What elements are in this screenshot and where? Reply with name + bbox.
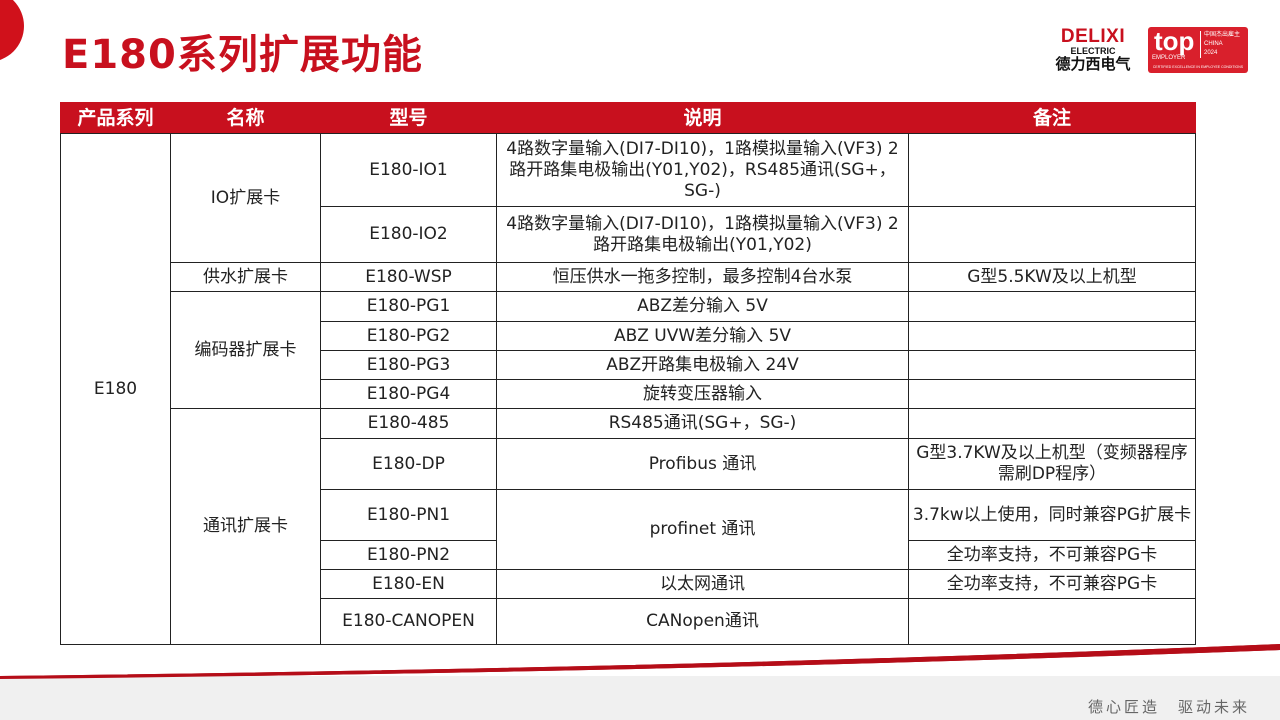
delixi-logo: DELIXI ELECTRIC 德力西电气 <box>1048 26 1138 73</box>
footer-band <box>0 676 1280 720</box>
top-employer-badge: top EMPLOYER 中国杰出雇主 CHINA 2024 CERTIFIED E… <box>1148 27 1248 73</box>
note-cell <box>908 291 1196 322</box>
table-row: 供水扩展卡 E180-WSP 恒压供水一拖多控制，最多控制4台水泵 G型5.5KW及以… <box>61 262 1196 292</box>
header-model: 型号 <box>320 102 497 134</box>
description-cell: 以太网通讯 <box>496 569 909 599</box>
header-series: 产品系列 <box>60 102 171 134</box>
page-title: E180系列扩展功能 <box>62 32 423 78</box>
note-cell <box>908 133 1196 207</box>
model-cell: E180-EN <box>320 569 497 599</box>
description-cell: RS485通讯(SG+，SG-) <box>496 408 909 439</box>
table-row: E180-EN 以太网通讯 全功率支持，不可兼容PG卡 <box>61 569 1196 599</box>
badge-region-cn: 中国杰出雇主 <box>1204 32 1241 38</box>
series-cell: E180 <box>60 133 171 645</box>
table-row: 编码器扩展卡 E180-PG1 ABZ差分输入 5V <box>61 291 1196 409</box>
model-cell: E180-PG2 <box>320 321 497 351</box>
note-cell <box>908 408 1196 439</box>
description-cell: Profibus 通讯 <box>496 438 909 490</box>
table-row: E180-PN1 profinet 通讯 3.7kw以上使用，同时兼容PG扩展卡 <box>61 489 1196 570</box>
table-row: E180-IO2 4路数字量输入(DI7-DI10)，1路模拟量输入(VF3) 2… <box>61 206 1196 263</box>
table-row: E180-CANOPEN CANopen通讯 <box>61 598 1196 645</box>
note-cell: 全功率支持，不可兼容PG卡 <box>908 569 1196 599</box>
table-row: E180-DP Profibus 通讯 G型3.7KW及以上机型（变频器程序需刷DP… <box>61 438 1196 490</box>
description-cell: ABZ UVW差分输入 5V <box>496 321 909 351</box>
header-note: 备注 <box>908 102 1196 134</box>
model-cell: E180-PG1 <box>320 291 497 322</box>
header-description: 说明 <box>496 102 909 134</box>
note-cell <box>908 350 1196 380</box>
badge-certified: CERTIFIED EXCELLENCE IN EMPLOYEE CONDITI… <box>1152 65 1244 69</box>
description-cell: profinet 通讯 <box>496 489 909 570</box>
badge-year: 2024 <box>1204 50 1218 56</box>
badge-top: top <box>1154 26 1195 56</box>
note-cell <box>908 206 1196 263</box>
name-cell: 编码器扩展卡 <box>170 291 321 409</box>
description-cell: ABZ差分输入 5V <box>496 291 909 322</box>
logo-sub: ELECTRIC <box>1070 46 1116 56</box>
footer-swoosh-line <box>0 644 1280 679</box>
note-cell <box>908 598 1196 645</box>
description-cell: 4路数字量输入(DI7-DI10)，1路模拟量输入(VF3) 2路开路集电极输出… <box>496 206 909 263</box>
note-cell: G型5.5KW及以上机型 <box>908 262 1196 292</box>
badge-region-en: CHINA <box>1204 41 1223 47</box>
name-cell: 供水扩展卡 <box>170 262 321 292</box>
table-row: E180 IO扩展卡 E180-IO1 4路数字量输入(DI7-DI10)，1路模拟量… <box>60 133 1196 645</box>
description-cell: 恒压供水一拖多控制，最多控制4台水泵 <box>496 262 909 292</box>
model-cell: E180-PG4 <box>320 379 497 409</box>
model-cell: E180-CANOPEN <box>320 598 497 645</box>
table-row: E180-PG4 旋转变压器输入 <box>61 379 1196 409</box>
table-row: 通讯扩展卡 E180-485 RS485通讯(SG+，SG-) <box>61 408 1196 645</box>
description-cell: ABZ开路集电极输入 24V <box>496 350 909 380</box>
logo-cn: 德力西电气 <box>1055 55 1131 73</box>
note-cell <box>908 321 1196 351</box>
description-cell: CANopen通讯 <box>496 598 909 645</box>
footer-slogan: 德心匠造 驱动未来 <box>1087 698 1250 716</box>
note-cell: G型3.7KW及以上机型（变频器程序需刷DP程序） <box>908 438 1196 490</box>
model-cell: E180-PN1 <box>320 489 497 541</box>
badge-region: 中国杰出雇主 CHINA 2024 <box>1200 31 1240 58</box>
header-name: 名称 <box>170 102 321 134</box>
table-row: E180-PG2 ABZ UVW差分输入 5V <box>61 321 1196 351</box>
corner-decoration <box>0 0 24 62</box>
model-cell: E180-IO2 <box>320 206 497 263</box>
model-cell: E180-IO1 <box>320 133 497 207</box>
note-cell: 全功率支持，不可兼容PG卡 <box>908 540 1196 570</box>
model-cell: E180-PG3 <box>320 350 497 380</box>
model-cell: E180-485 <box>320 408 497 439</box>
note-cell <box>908 379 1196 409</box>
description-cell: 4路数字量输入(DI7-DI10)，1路模拟量输入(VF3) 2路开路集电极输出… <box>496 133 909 207</box>
table-row: E180-PG3 ABZ开路集电极输入 24V <box>61 350 1196 380</box>
logo-brand: DELIXI <box>1060 26 1126 47</box>
name-cell: IO扩展卡 <box>170 133 321 263</box>
model-cell: E180-WSP <box>320 262 497 292</box>
name-cell: 通讯扩展卡 <box>170 408 321 645</box>
model-cell: E180-DP <box>320 438 497 490</box>
table-row: E180-PN2 全功率支持，不可兼容PG卡 <box>61 540 1196 570</box>
note-cell: 3.7kw以上使用，同时兼容PG扩展卡 <box>908 489 1196 541</box>
extension-table: 产品系列 名称 型号 说明 备注 E180 IO扩展卡 E180-IO1 4路数字量输… <box>60 102 1196 645</box>
description-cell: 旋转变压器输入 <box>496 379 909 409</box>
table-header-row: 产品系列 名称 型号 说明 备注 <box>60 102 1196 134</box>
model-cell: E180-PN2 <box>320 540 497 570</box>
badge-employer: EMPLOYER <box>1152 55 1186 61</box>
